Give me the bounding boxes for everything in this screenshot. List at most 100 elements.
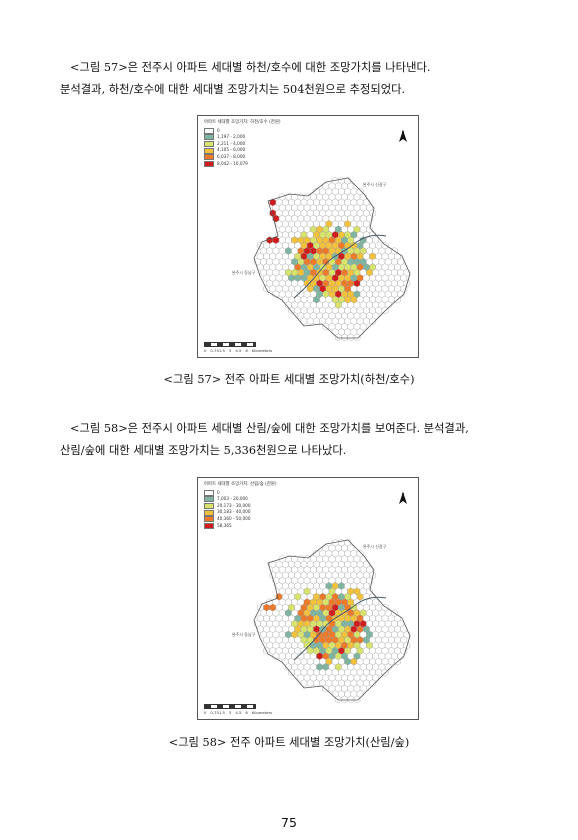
legend-swatch xyxy=(204,154,214,161)
hex-cell xyxy=(335,695,342,704)
legend-swatch xyxy=(204,141,214,148)
scale-tick: 0 xyxy=(204,710,207,715)
page-number: 75 xyxy=(281,815,297,830)
hex-cell xyxy=(347,333,355,342)
legend-label: 8,042 - 10,079 xyxy=(217,160,248,166)
legend-item: 58,365 xyxy=(204,523,277,530)
scale-tick: 3 xyxy=(228,348,232,353)
label-wanju-south: 완주시 동남구 xyxy=(232,632,256,637)
figure-58-caption: <그림 58> 전주 아파트 세대별 조망가치(산림/숲) xyxy=(168,736,410,749)
hex-cell xyxy=(313,679,320,688)
scale-ticks: 0 0.751.5 3 4.5 6 Kilometers xyxy=(204,710,276,715)
legend-label: 30,183 - 40,000 xyxy=(217,509,251,515)
scale-bar: 0 0.751.5 3 4.5 6 Kilometers xyxy=(204,342,276,353)
hex-cell xyxy=(306,317,314,326)
north-arrow: N xyxy=(398,492,408,504)
legend-label: 0 xyxy=(217,489,220,495)
paragraph-line: <그림 58>은 전주시 아파트 세대별 산림/숲에 대한 조망가치를 보여준다… xyxy=(70,422,469,435)
map-legend: 아파트 세대별 조망가치: 하천/호수 (천원) 0 1,197 - 2,000 2… xyxy=(204,120,281,167)
legend-swatch xyxy=(204,522,214,529)
legend-item: 20,173 - 30,000 xyxy=(204,503,277,510)
legend-swatch xyxy=(204,503,214,510)
map-svg xyxy=(253,538,411,704)
legend-rows: 0 7,003 - 20,000 20,173 - 30,000 30,183 - 4… xyxy=(204,490,277,530)
hex-cell xyxy=(353,695,361,704)
hex-cell xyxy=(341,695,348,704)
scale-tick: 0.751.5 xyxy=(210,710,225,715)
legend-label: 6,037 - 8,000 xyxy=(217,153,246,159)
legend-label: 4,105 - 6,000 xyxy=(217,147,246,153)
legend-swatch xyxy=(204,147,214,154)
legend-swatch xyxy=(204,516,214,523)
map-svg xyxy=(253,176,411,342)
hex-cell xyxy=(288,668,295,677)
legend-label: 7,003 - 20,000 xyxy=(217,496,248,502)
legend-item: 4,105 - 6,000 xyxy=(204,147,281,154)
legend-title: 아파트 세대별 조망가치: 산림/숲 (천원) xyxy=(204,482,277,487)
scale-bar: 0 0.751.5 3 4.5 6 Kilometers xyxy=(204,704,276,715)
scale-unit: Kilometers xyxy=(251,348,273,353)
legend-swatch xyxy=(204,509,214,516)
figure-57-caption: <그림 57> 전주 아파트 세대별 조망가치(하천/호수) xyxy=(163,373,415,386)
hex-cell xyxy=(335,333,342,342)
label-wanju-north: 완주시 신갈구 xyxy=(363,544,387,549)
scale-tick: 6 xyxy=(245,348,248,353)
legend-item: 0 xyxy=(204,490,277,497)
legend-item: 30,183 - 40,000 xyxy=(204,509,277,516)
scale-tick: 0 xyxy=(204,348,207,353)
map-legend: 아파트 세대별 조망가치: 산림/숲 (천원) 0 7,003 - 20,000 2… xyxy=(204,482,277,529)
legend-label: 20,173 - 30,000 xyxy=(217,502,251,508)
river-line xyxy=(293,234,387,299)
legend-label: 58,365 xyxy=(217,522,232,528)
north-arrow-icon xyxy=(399,130,407,142)
scale-ticks: 0 0.751.5 3 4.5 6 Kilometers xyxy=(204,348,276,353)
paragraph-line: 산림/숲에 대한 세대별 조망가치는 5,336천원으로 나타났다. xyxy=(60,444,347,457)
north-arrow: N xyxy=(398,130,408,142)
hex-cell xyxy=(288,306,295,315)
hex-cell xyxy=(306,679,314,688)
legend-swatch xyxy=(204,134,214,141)
hex-cell xyxy=(369,317,376,326)
city-boundary xyxy=(253,177,411,339)
paragraph-figure-57: <그림 57>은 전주시 아파트 세대별 하천/호수에 대한 조망가치를 나타낸… xyxy=(60,57,530,101)
map-figure-57: 아파트 세대별 조망가치: 하천/호수 (천원) 0 1,197 - 2,000 2… xyxy=(197,115,419,358)
paragraph-line: <그림 57>은 전주시 아파트 세대별 하천/호수에 대한 조망가치를 나타낸… xyxy=(70,61,431,74)
hex-cell xyxy=(353,333,361,342)
legend-item: 40,360 - 50,000 xyxy=(204,516,277,523)
north-arrow-icon xyxy=(399,492,407,504)
city-boundary xyxy=(253,539,411,701)
scale-tick: 6 xyxy=(245,710,248,715)
scale-bar-graphic xyxy=(204,704,256,709)
hex-cell xyxy=(313,317,320,326)
scale-tick: 4.5 xyxy=(235,348,242,353)
hex-cell xyxy=(341,333,348,342)
legend-item: 8,042 - 10,079 xyxy=(204,161,281,168)
paragraph-figure-58: <그림 58>은 전주시 아파트 세대별 산림/숲에 대한 조망가치를 보여준다… xyxy=(60,418,530,462)
legend-swatch xyxy=(204,160,214,167)
river-line xyxy=(293,596,387,661)
legend-item: 2,211 - 4,000 xyxy=(204,141,281,148)
legend-swatch xyxy=(204,127,214,134)
legend-item: 7,003 - 20,000 xyxy=(204,496,277,503)
scale-tick: 4.5 xyxy=(235,710,242,715)
legend-item: 6,037 - 8,000 xyxy=(204,154,281,161)
paragraph-line: 분석결과, 하천/호수에 대한 세대별 조망가치는 504천원으로 추정되었다. xyxy=(60,83,406,96)
legend-label: 1,197 - 2,000 xyxy=(217,134,246,140)
scale-tick: 3 xyxy=(228,710,232,715)
scale-tick: 0.751.5 xyxy=(210,348,225,353)
legend-swatch xyxy=(204,489,214,496)
legend-label: 40,360 - 50,000 xyxy=(217,515,251,521)
scale-unit: Kilometers xyxy=(251,710,273,715)
legend-item: 0 xyxy=(204,128,281,135)
legend-swatch xyxy=(204,496,214,503)
label-wanju-south: 완주시 동남구 xyxy=(232,270,256,275)
legend-label: 2,211 - 4,000 xyxy=(217,140,246,146)
legend-rows: 0 1,197 - 2,000 2,211 - 4,000 4,105 - 6,000… xyxy=(204,128,281,168)
legend-title: 아파트 세대별 조망가치: 하천/호수 (천원) xyxy=(204,120,281,125)
hex-cell xyxy=(347,695,355,704)
legend-item: 1,197 - 2,000 xyxy=(204,134,281,141)
label-wanju-north: 완주시 신갈구 xyxy=(363,182,387,187)
scale-bar-graphic xyxy=(204,342,256,347)
map-figure-58: 아파트 세대별 조망가치: 산림/숲 (천원) 0 7,003 - 20,000 2… xyxy=(197,477,419,720)
hex-cell xyxy=(369,679,376,688)
